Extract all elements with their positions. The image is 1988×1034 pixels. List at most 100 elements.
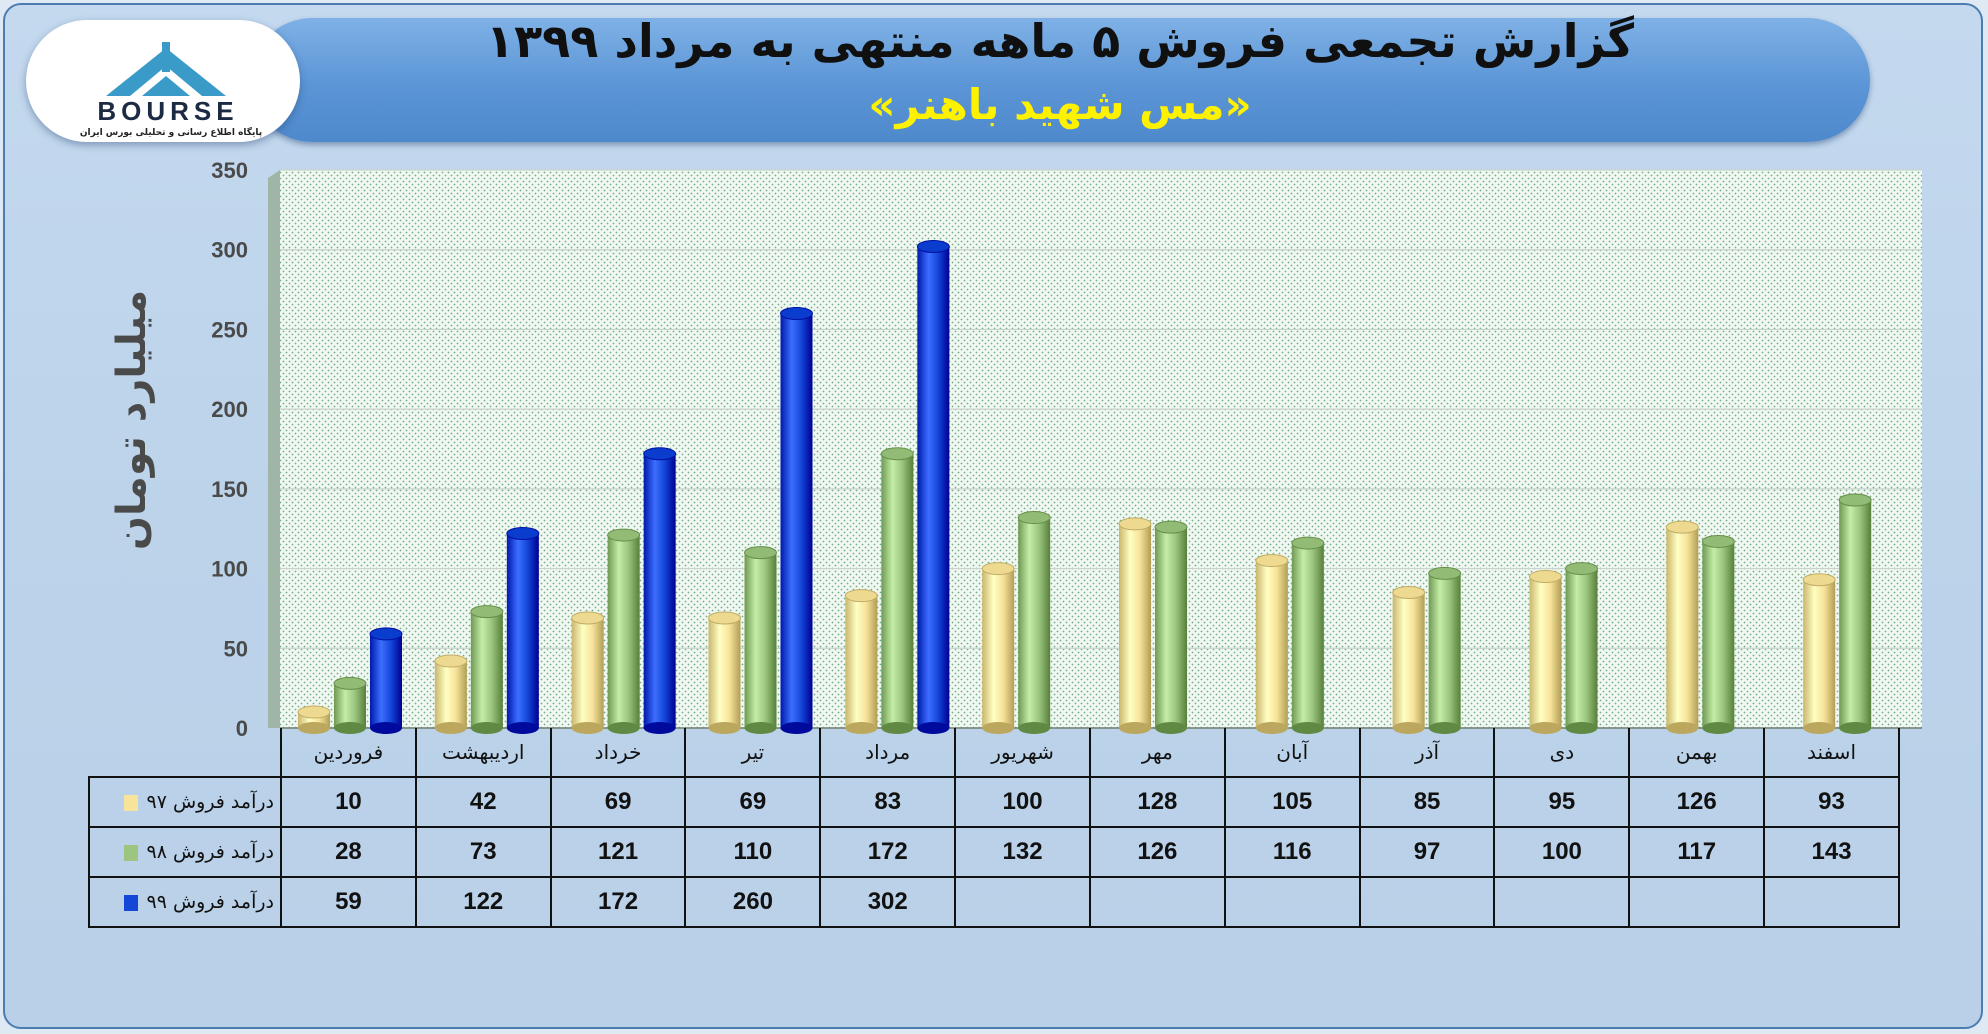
bar — [434, 654, 468, 734]
bar — [1017, 511, 1051, 734]
value-cell — [1763, 876, 1900, 928]
logo-mark-icon — [106, 42, 226, 96]
bar — [981, 562, 1015, 734]
bar — [1529, 570, 1562, 734]
value-cell: 105 — [1223, 776, 1361, 828]
legend-swatch — [124, 894, 139, 911]
bar — [916, 240, 950, 734]
value-cell: 100 — [954, 776, 1091, 828]
bar — [571, 611, 605, 734]
bar — [1665, 520, 1699, 734]
bar — [1154, 520, 1188, 734]
table-row: درآمد فروش ۹۷ 10 42 69 69 83 100 128 105 85 95 126 9… — [88, 776, 1900, 828]
bourse-logo: BOURSE پایگاه اطلاع رسانی و تحلیلی بورس … — [26, 20, 300, 142]
month-label: فروردین — [280, 728, 417, 778]
value-cell: 116 — [1223, 826, 1361, 878]
value-cell: 117 — [1628, 826, 1766, 878]
value-cell: 126 — [1628, 776, 1766, 828]
series-legend-label: درآمد فروش ۹۹ — [88, 876, 282, 928]
data-table: فروردین اردیبهشت خرداد تیر مرداد شهریور مهر آبا… — [88, 728, 1900, 928]
series-legend-label: درآمد فروش ۹۸ — [88, 826, 282, 878]
bar — [1118, 517, 1152, 734]
value-cell: 172 — [819, 826, 957, 878]
month-label: آذر — [1358, 728, 1496, 778]
value-cell: 132 — [954, 826, 1091, 878]
month-label: اردیبهشت — [414, 728, 552, 778]
bar — [1291, 536, 1325, 734]
value-cell: 143 — [1763, 826, 1900, 878]
table-row: درآمد فروش ۹۸ 28 73 121 110 172 132 126 116 97 100… — [88, 826, 1900, 878]
bar — [607, 528, 641, 734]
y-tick-label: 50 — [224, 636, 248, 661]
plot-side-wall — [268, 170, 280, 728]
bar — [1701, 534, 1735, 734]
bar — [744, 546, 777, 734]
value-cell: 59 — [280, 876, 417, 928]
value-cell: 42 — [414, 776, 552, 828]
chart-subtitle: «مس شهید باهنر» — [868, 80, 1252, 129]
value-cell: 100 — [1493, 826, 1631, 878]
month-label: دی — [1493, 728, 1631, 778]
month-label: مرداد — [819, 728, 957, 778]
logo-word: BOURSE — [97, 96, 239, 126]
month-label: آبان — [1223, 728, 1361, 778]
table-corner — [89, 728, 281, 777]
logo-caption: پایگاه اطلاع رسانی و تحلیلی بورس ایران — [79, 128, 263, 138]
legend-text: درآمد فروش ۹۷ — [146, 791, 274, 813]
value-cell: 85 — [1358, 776, 1496, 828]
chart-title: گزارش تجمعی فروش ۵ ماهه منتهی به مرداد ۱… — [486, 14, 1634, 68]
table-row: درآمد فروش ۹۹ 59 122 172 260 302 — [88, 876, 1900, 928]
value-cell — [954, 876, 1091, 928]
value-cell: 172 — [549, 876, 687, 928]
bar — [780, 306, 813, 734]
legend-swatch — [124, 794, 139, 811]
y-tick-label: 200 — [211, 397, 248, 422]
value-cell: 128 — [1088, 776, 1226, 828]
value-cell: 121 — [549, 826, 687, 878]
value-cell — [1223, 876, 1361, 928]
legend-swatch — [124, 844, 139, 861]
value-cell: 122 — [414, 876, 552, 928]
value-cell: 69 — [549, 776, 687, 828]
y-tick-label: 150 — [211, 477, 248, 502]
bar — [1838, 493, 1872, 734]
value-cell: 83 — [819, 776, 957, 828]
y-tick-label: 250 — [211, 317, 248, 342]
legend-text: درآمد فروش ۹۸ — [146, 841, 274, 863]
series-legend-label: درآمد فروش ۹۷ — [88, 776, 282, 828]
bar — [643, 447, 677, 734]
table-header-row: فروردین اردیبهشت خرداد تیر مرداد شهریور مهر آبا… — [89, 728, 1900, 778]
bar — [470, 605, 504, 734]
y-tick-label: 100 — [211, 557, 248, 582]
bar — [1255, 554, 1289, 734]
y-tick-label: 350 — [211, 158, 248, 183]
value-cell — [1088, 876, 1226, 928]
bar — [844, 589, 878, 734]
y-tick-label: 0 — [236, 716, 248, 741]
value-cell: 93 — [1763, 776, 1900, 828]
month-label: خرداد — [549, 728, 687, 778]
bar — [333, 676, 367, 734]
value-cell: 73 — [414, 826, 552, 878]
y-tick-label: 300 — [211, 238, 248, 263]
bar — [1565, 562, 1598, 734]
legend-text: درآمد فروش ۹۹ — [146, 891, 274, 913]
month-label: شهریور — [954, 728, 1091, 778]
value-cell: 126 — [1088, 826, 1226, 878]
value-cell — [1628, 876, 1766, 928]
value-cell: 110 — [684, 826, 822, 878]
bar — [1392, 585, 1426, 734]
bar — [1802, 573, 1836, 734]
value-cell: 260 — [684, 876, 822, 928]
value-cell — [1493, 876, 1631, 928]
month-label: تیر — [684, 728, 822, 778]
bar — [506, 526, 540, 734]
bar — [369, 627, 403, 734]
month-label: مهر — [1088, 728, 1226, 778]
bar — [1428, 566, 1462, 734]
value-cell: 97 — [1358, 826, 1496, 878]
value-cell — [1358, 876, 1496, 928]
value-cell: 302 — [819, 876, 957, 928]
bar — [708, 611, 741, 734]
